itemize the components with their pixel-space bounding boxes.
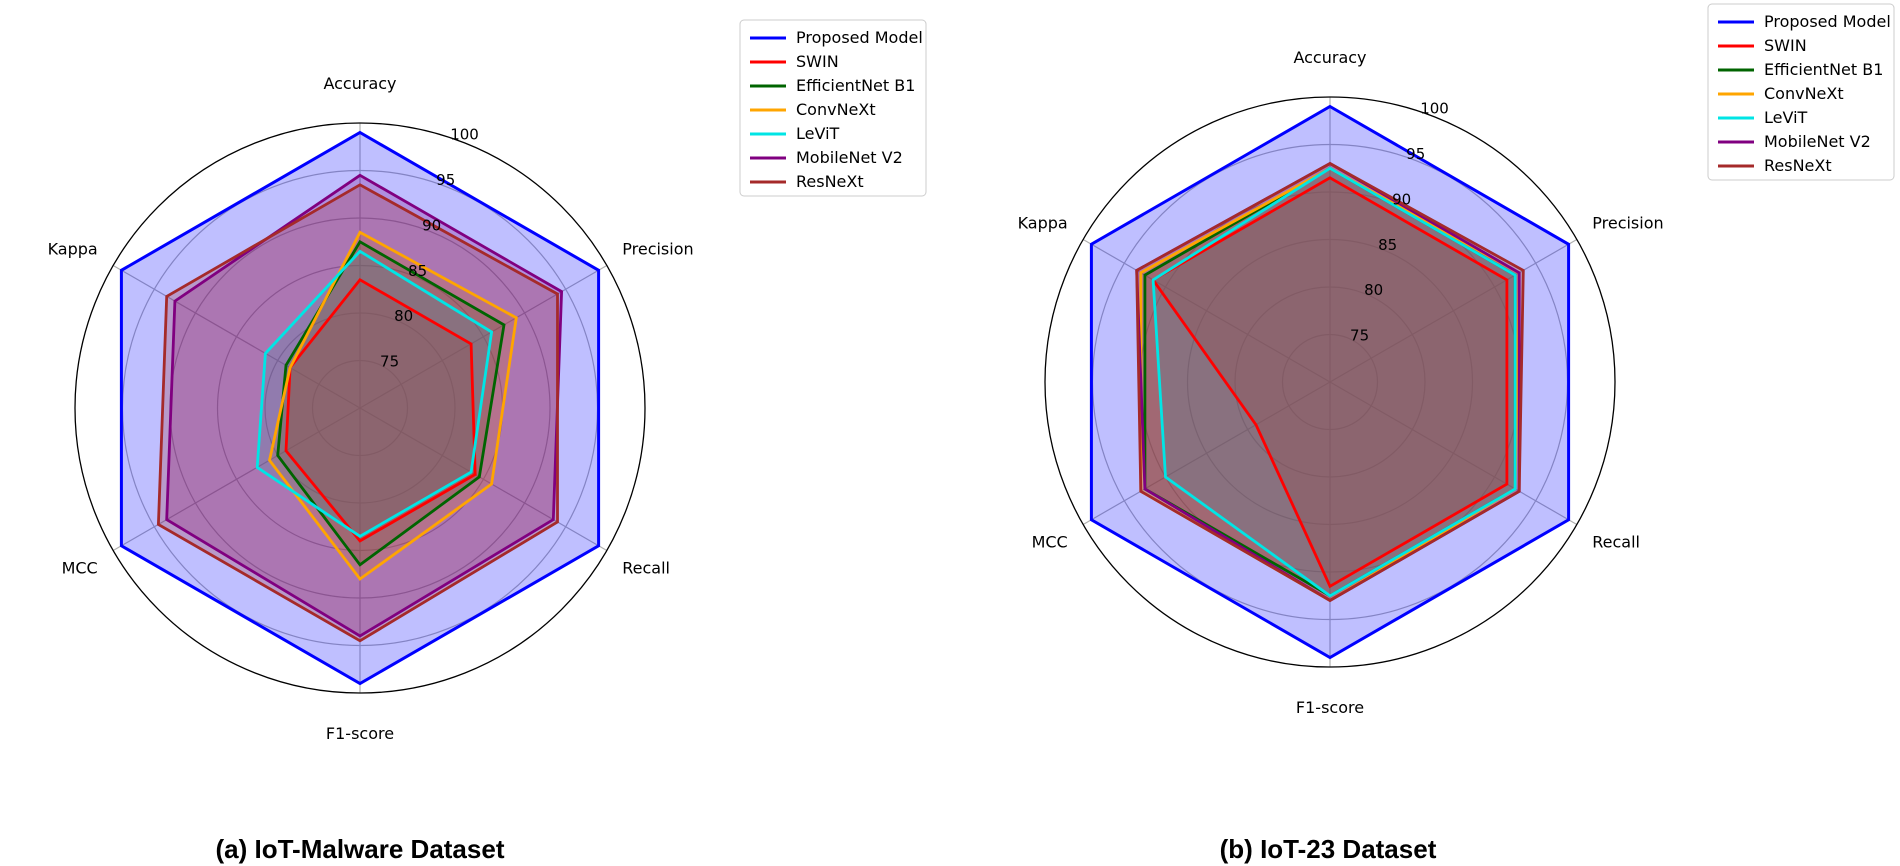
series-fill-proposed-model bbox=[121, 132, 599, 684]
tick-label: 100 bbox=[450, 126, 479, 144]
radial-tick-labels: 75 80 85 90 95 100 bbox=[380, 126, 479, 371]
radial-tick-labels: 75 80 85 90 95 100 bbox=[1350, 100, 1449, 345]
series-fill-levit bbox=[1153, 168, 1516, 596]
series-fills bbox=[1091, 106, 1569, 658]
tick-label: 75 bbox=[380, 353, 399, 371]
legend-label-convnext: ConvNeXt bbox=[796, 100, 876, 119]
axis-spoke bbox=[1329, 238, 1578, 383]
outer-frame bbox=[74, 122, 646, 694]
legend: Proposed Model SWIN EfficientNet B1 ConvNeX… bbox=[739, 19, 927, 197]
chart-iot-23: 75 80 85 90 95 100 Accuracy Precision Recall F1-… bbox=[1018, 3, 1895, 864]
series-fill-efficientnet-b1 bbox=[1144, 168, 1516, 596]
series-line-proposed-model bbox=[119, 130, 601, 686]
legend-label-swin: SWIN bbox=[796, 52, 839, 71]
legend-label-mobilenet-v2: MobileNet V2 bbox=[796, 148, 903, 167]
series-fill-swin bbox=[1153, 177, 1507, 587]
axis-label-f1-score: F1-score bbox=[326, 724, 394, 743]
legend-label-proposed-model: Proposed Model bbox=[796, 28, 923, 47]
legend: Proposed Model SWIN EfficientNet B1 ConvNeX… bbox=[1707, 3, 1895, 181]
legend-label-efficientnet-b1: EfficientNet B1 bbox=[796, 76, 915, 95]
axis-labels: Accuracy Precision Recall F1-score MCC Kappa bbox=[1018, 48, 1664, 717]
series-line-resnext bbox=[156, 183, 559, 643]
tick-label: 85 bbox=[1378, 236, 1397, 254]
series-fill-convnext bbox=[1140, 168, 1520, 601]
outer-frame bbox=[1044, 96, 1616, 668]
series-line-resnext bbox=[1135, 161, 1525, 603]
series-line-levit bbox=[1151, 166, 1517, 598]
axis-spoke bbox=[1082, 381, 1331, 526]
caption: (b) IoT-23 Dataset bbox=[1220, 834, 1437, 864]
axis-label-accuracy: Accuracy bbox=[323, 74, 396, 93]
tick-label: 90 bbox=[1392, 190, 1411, 208]
legend-label-resnext: ResNeXt bbox=[1764, 156, 1832, 175]
tick-label: 100 bbox=[1420, 100, 1449, 118]
series-lines bbox=[119, 130, 601, 686]
tick-label: 95 bbox=[436, 171, 455, 189]
legend-label-proposed-model: Proposed Model bbox=[1764, 12, 1891, 31]
axis-label-precision: Precision bbox=[622, 240, 693, 259]
axis-spoke bbox=[1329, 381, 1578, 526]
legend-label-mobilenet-v2: MobileNet V2 bbox=[1764, 132, 1871, 151]
legend-label-efficientnet-b1: EfficientNet B1 bbox=[1764, 60, 1883, 79]
axis-label-kappa: Kappa bbox=[1018, 214, 1068, 233]
series-fill-efficientnet-b1 bbox=[277, 241, 504, 565]
axis-spoke bbox=[359, 264, 608, 409]
axis-label-mcc: MCC bbox=[1032, 533, 1068, 552]
tick-label: 80 bbox=[394, 307, 413, 325]
axis-label-f1-score: F1-score bbox=[1296, 698, 1364, 717]
tick-label: 75 bbox=[1350, 327, 1369, 345]
axis-label-precision: Precision bbox=[1592, 214, 1663, 233]
tick-label: 80 bbox=[1364, 281, 1383, 299]
series-fills bbox=[121, 132, 599, 684]
caption: (a) IoT-Malware Dataset bbox=[216, 834, 505, 864]
axis-spoke bbox=[112, 407, 361, 552]
series-line-levit bbox=[255, 249, 494, 538]
legend-label-levit: LeViT bbox=[1764, 108, 1808, 127]
axis-label-mcc: MCC bbox=[62, 559, 98, 578]
tick-label: 95 bbox=[1406, 145, 1425, 163]
series-fill-mobilenet-v2 bbox=[166, 175, 562, 637]
axis-label-accuracy: Accuracy bbox=[1293, 48, 1366, 67]
axis-labels: Accuracy Precision Recall F1-score MCC Kappa bbox=[48, 74, 694, 743]
series-line-proposed-model bbox=[1089, 104, 1571, 660]
series-fill-resnext bbox=[1136, 163, 1524, 601]
legend-label-convnext: ConvNeXt bbox=[1764, 84, 1844, 103]
legend-frame bbox=[739, 19, 927, 197]
axis-label-kappa: Kappa bbox=[48, 240, 98, 259]
axis-spoke bbox=[1082, 238, 1331, 383]
series-fill-convnext bbox=[269, 232, 517, 580]
legend-frame bbox=[1707, 3, 1895, 181]
series-lines bbox=[1089, 104, 1571, 660]
tick-label: 90 bbox=[422, 216, 441, 234]
series-line-efficientnet-b1 bbox=[276, 239, 506, 567]
series-line-convnext bbox=[267, 230, 518, 581]
chart-iot-malware: 75 80 85 90 95 100 Accuracy Precision Recall F1-… bbox=[48, 19, 927, 864]
series-fill-mobilenet-v2 bbox=[1136, 163, 1520, 601]
series-line-mobilenet-v2 bbox=[165, 173, 564, 638]
series-fill-swin bbox=[286, 279, 476, 541]
legend-label-swin: SWIN bbox=[1764, 36, 1807, 55]
tick-label: 85 bbox=[408, 262, 427, 280]
axis-label-recall: Recall bbox=[1592, 533, 1640, 552]
legend-label-levit: LeViT bbox=[796, 124, 840, 143]
axis-spoke bbox=[112, 264, 361, 409]
axis-spoke bbox=[359, 407, 608, 552]
axis-label-recall: Recall bbox=[622, 559, 670, 578]
legend-label-resnext: ResNeXt bbox=[796, 172, 864, 191]
